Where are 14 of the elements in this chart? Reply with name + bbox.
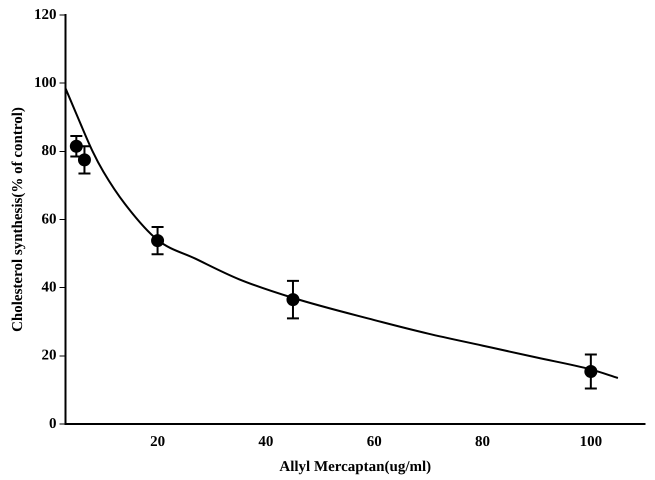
x-tick-label: 40 [258, 434, 274, 450]
x-tick-label: 20 [150, 434, 166, 450]
x-tick-label: 60 [366, 434, 382, 450]
y-tick-label: 20 [42, 348, 56, 364]
x-tick-label: 80 [475, 434, 490, 450]
y-tick-label: 80 [42, 143, 56, 160]
y-tick-label: 100 [34, 75, 56, 92]
y-tick-label: 60 [42, 211, 56, 228]
y-tick-label: 0 [49, 416, 56, 432]
x-axis-title: Allyl Mercaptan(ug/ml) [279, 458, 432, 475]
x-tick-label: 100 [580, 434, 602, 450]
y-axis-title: Cholesterol synthesis(% of control) [10, 107, 26, 332]
y-tick-label: 40 [42, 280, 56, 296]
y-tick-label: 120 [34, 6, 56, 23]
